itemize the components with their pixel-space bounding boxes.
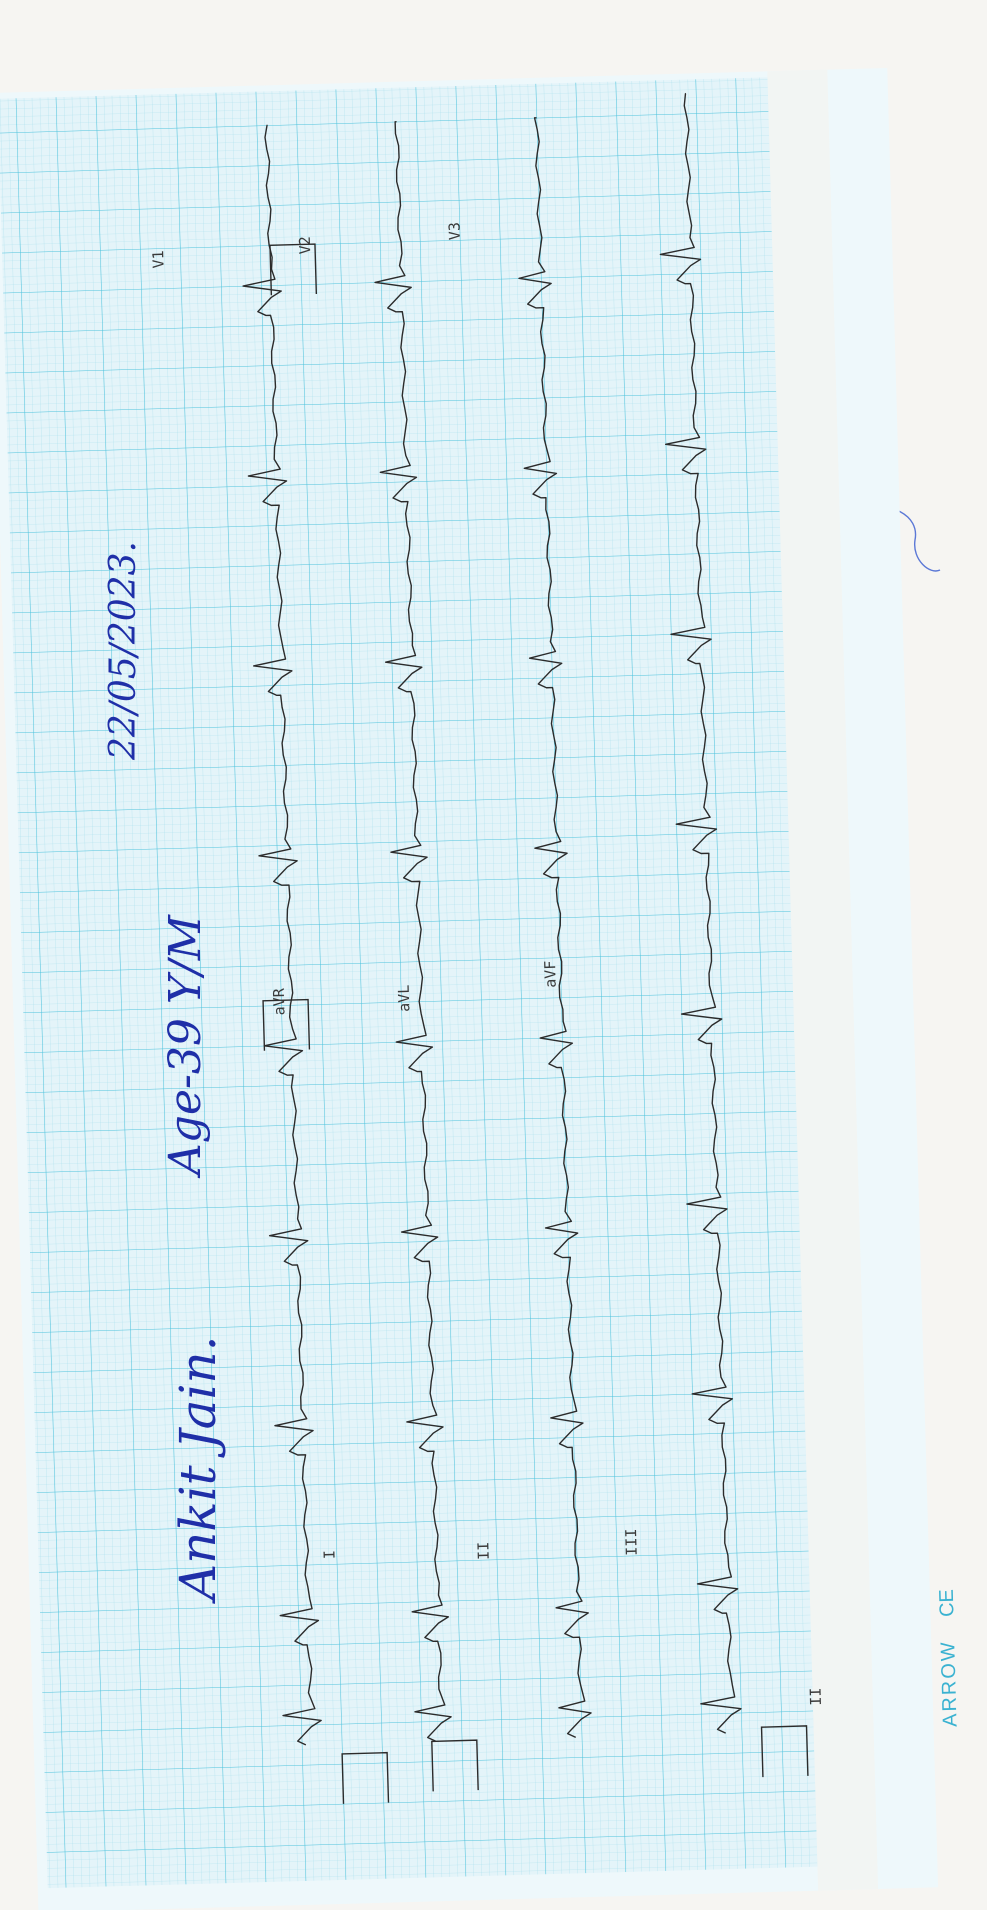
calibration-pulse-row4	[760, 1725, 809, 1778]
calibration-pulse-row2	[431, 1739, 479, 1792]
calibration-pulse-mid	[262, 998, 311, 1051]
lead-label-i: I	[320, 1550, 338, 1560]
lead-label-avr: aVR	[270, 987, 289, 1016]
calibration-pulses	[262, 243, 809, 1804]
grid-lines	[0, 77, 818, 1889]
ecg-paper: I II III aVR aVL aVF V1 V2 V3 II ARROW C…	[0, 68, 962, 1910]
handwritten-patient-name: Ankit Jain.	[169, 1335, 227, 1604]
brand-ce-mark: CE	[936, 1589, 959, 1617]
trace-row-4	[659, 92, 742, 1734]
lead-label-avf: aVF	[541, 960, 560, 988]
calibration-pulse-row1	[341, 1751, 390, 1804]
lead-label-avl: aVL	[395, 985, 414, 1013]
trace-row-3	[518, 117, 592, 1738]
paper-margin	[767, 69, 879, 1891]
lead-label-v1: V1	[149, 250, 167, 269]
lead-label-v2: V2	[296, 236, 314, 255]
brand-logo: ARROW	[937, 1640, 961, 1727]
lead-label-v3: V3	[445, 222, 463, 241]
ecg-traces	[242, 92, 742, 1746]
trace-row-2	[374, 121, 452, 1742]
calibration-pulse-top	[269, 243, 318, 296]
lead-label-rhythm-ii: II	[806, 1687, 824, 1706]
trace-row-1	[242, 124, 322, 1746]
handwritten-date: 22/05/2023.	[103, 541, 144, 761]
lead-label-iii: III	[622, 1528, 641, 1556]
lead-label-ii: II	[474, 1542, 492, 1561]
handwritten-age-sex: Age-39 Y/M	[160, 914, 211, 1179]
